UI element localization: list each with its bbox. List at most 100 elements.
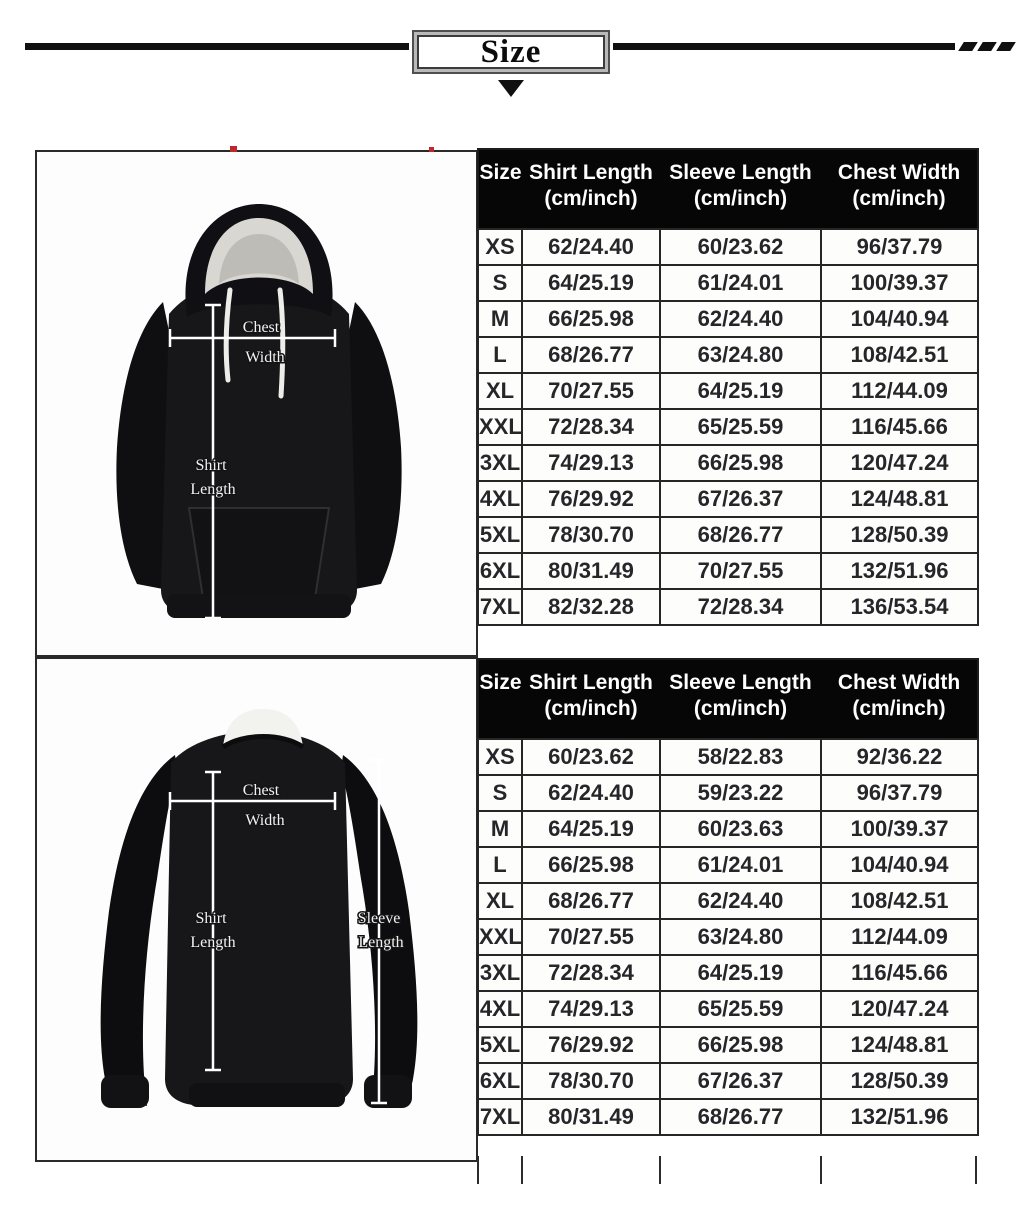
measurement-cell: 116/45.66 xyxy=(820,954,979,992)
size-title-box: Size xyxy=(412,30,610,74)
header-rule-left xyxy=(25,43,409,50)
measurement-cell: 70/27.55 xyxy=(521,372,661,410)
size-row: 5XL 76/29.92 66/25.98 124/48.81 xyxy=(477,1026,979,1064)
down-arrow-icon xyxy=(498,80,524,97)
dash-icon xyxy=(977,42,997,51)
sweatshirt-left-sleeve xyxy=(100,755,177,1106)
header-rule-right xyxy=(613,43,955,50)
chest-width-label: Width xyxy=(245,812,284,829)
shirt-length-label: Shirt xyxy=(195,910,227,927)
size-label-cell: 3XL xyxy=(477,954,523,992)
column-header: Shirt Length (cm/inch) xyxy=(522,149,660,229)
measurement-cell: 72/28.34 xyxy=(521,954,661,992)
measurement-cell: 80/31.49 xyxy=(521,1098,661,1136)
size-row: XXL 72/28.34 65/25.59 116/45.66 xyxy=(477,408,979,446)
size-row: L 68/26.77 63/24.80 108/42.51 xyxy=(477,336,979,374)
measurement-cell: 104/40.94 xyxy=(820,300,979,338)
red-artifact-dot xyxy=(429,147,434,152)
measurement-cell: 66/25.98 xyxy=(659,444,822,482)
sweatshirt-right-cuff xyxy=(364,1075,412,1108)
size-row: L 66/25.98 61/24.01 104/40.94 xyxy=(477,846,979,884)
measurement-cell: 92/36.22 xyxy=(820,738,979,776)
size-row: XXL 70/27.55 63/24.80 112/44.09 xyxy=(477,918,979,956)
shirt-length-label: Shirt xyxy=(195,457,227,474)
measurement-cell: 124/48.81 xyxy=(820,1026,979,1064)
measurement-cell: 68/26.77 xyxy=(521,336,661,374)
measurement-cell: 64/25.19 xyxy=(659,954,822,992)
size-row: 4XL 76/29.92 67/26.37 124/48.81 xyxy=(477,480,979,518)
size-label-cell: 7XL xyxy=(477,1098,523,1136)
sweatshirt-photo-panel: Chest Width Shirt Length Sleeve Length xyxy=(35,657,478,1162)
size-row: XL 70/27.55 64/25.19 112/44.09 xyxy=(477,372,979,410)
hoodie-drawstring-left xyxy=(223,287,233,383)
column-header: Chest Width (cm/inch) xyxy=(821,149,978,229)
column-header: Sleeve Length (cm/inch) xyxy=(660,659,821,739)
sleeve-length-label: Length xyxy=(358,934,403,951)
measurement-cell: 65/25.59 xyxy=(659,408,822,446)
size-label-cell: L xyxy=(477,846,523,884)
measurement-cell: 104/40.94 xyxy=(820,846,979,884)
measurement-cell: 68/26.77 xyxy=(659,516,822,554)
measurement-cell: 62/24.40 xyxy=(521,228,661,266)
size-label-cell: 4XL xyxy=(477,480,523,518)
measurement-cell: 112/44.09 xyxy=(820,918,979,956)
measurement-cell: 96/37.79 xyxy=(820,774,979,812)
sweatshirt-diagram: Chest Width Shirt Length Sleeve Length xyxy=(100,709,418,1108)
size-row: XS 62/24.40 60/23.62 96/37.79 xyxy=(477,228,979,266)
measurement-cell: 74/29.13 xyxy=(521,990,661,1028)
column-header: Size xyxy=(478,149,522,229)
measurement-cell: 58/22.83 xyxy=(659,738,822,776)
size-label-cell: XL xyxy=(477,882,523,920)
size-row: 6XL 80/31.49 70/27.55 132/51.96 xyxy=(477,552,979,590)
measurement-cell: 70/27.55 xyxy=(521,918,661,956)
measurement-cell: 120/47.24 xyxy=(820,990,979,1028)
measurement-cell: 100/39.37 xyxy=(820,810,979,848)
size-row: 7XL 82/32.28 72/28.34 136/53.54 xyxy=(477,588,979,626)
cropped-table-border-stubs xyxy=(477,1156,977,1184)
sweatshirt-measurement-lines xyxy=(168,758,387,1105)
sweatshirt-collar xyxy=(223,709,303,747)
size-label-cell: 5XL xyxy=(477,516,523,554)
measurement-cell: 61/24.01 xyxy=(659,846,822,884)
sleeve-length-label: Sleeve xyxy=(358,910,401,927)
size-row: 3XL 72/28.34 64/25.19 116/45.66 xyxy=(477,954,979,992)
header-dashes xyxy=(958,42,1016,51)
measurement-cell: 72/28.34 xyxy=(659,588,822,626)
size-label-cell: XS xyxy=(477,738,523,776)
size-label-cell: XL xyxy=(477,372,523,410)
size-label-cell: M xyxy=(477,810,523,848)
measurement-cell: 68/26.77 xyxy=(659,1098,822,1136)
sweatshirt-size-table: Size Shirt Length (cm/inch) Sleeve Length (c… xyxy=(477,658,979,1136)
dash-icon xyxy=(996,42,1016,51)
measurement-cell: 78/30.70 xyxy=(521,516,661,554)
size-label-cell: M xyxy=(477,300,523,338)
size-label-cell: 3XL xyxy=(477,444,523,482)
measurement-cell: 112/44.09 xyxy=(820,372,979,410)
size-row: 7XL 80/31.49 68/26.77 132/51.96 xyxy=(477,1098,979,1136)
chest-width-label: Chest xyxy=(243,782,280,799)
measurement-cell: 124/48.81 xyxy=(820,480,979,518)
measurement-cell: 61/24.01 xyxy=(659,264,822,302)
size-row: XL 68/26.77 62/24.40 108/42.51 xyxy=(477,882,979,920)
size-row: 4XL 74/29.13 65/25.59 120/47.24 xyxy=(477,990,979,1028)
measurement-cell: 132/51.96 xyxy=(820,1098,979,1136)
size-label-cell: L xyxy=(477,336,523,374)
measurement-cell: 74/29.13 xyxy=(521,444,661,482)
measurement-cell: 132/51.96 xyxy=(820,552,979,590)
measurement-cell: 64/25.19 xyxy=(521,264,661,302)
hoodie-measurement-lines xyxy=(168,303,337,620)
measurement-cell: 60/23.62 xyxy=(659,228,822,266)
chest-width-label: Chest xyxy=(243,319,280,336)
sweatshirt-hem xyxy=(189,1083,345,1107)
measurement-cell: 108/42.51 xyxy=(820,336,979,374)
measurement-cell: 100/39.37 xyxy=(820,264,979,302)
size-label-cell: 6XL xyxy=(477,1062,523,1100)
measurement-cell: 63/24.80 xyxy=(659,336,822,374)
measurement-cell: 65/25.59 xyxy=(659,990,822,1028)
measurement-cell: 70/27.55 xyxy=(659,552,822,590)
hoodie-hem xyxy=(167,594,351,618)
size-row: 5XL 78/30.70 68/26.77 128/50.39 xyxy=(477,516,979,554)
measurement-cell: 62/24.40 xyxy=(521,774,661,812)
hoodie-photo-panel: Chest Width Shirt Length xyxy=(35,150,478,657)
